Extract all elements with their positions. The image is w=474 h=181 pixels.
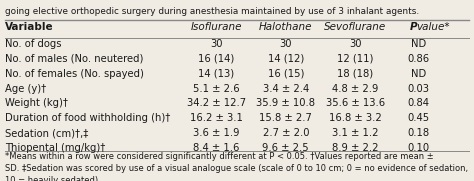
Text: ND: ND [410, 39, 426, 49]
Text: No. of dogs: No. of dogs [5, 39, 61, 49]
Text: 16 (15): 16 (15) [268, 69, 304, 79]
Text: going elective orthopedic surgery during anesthesia maintained by use of 3 inhal: going elective orthopedic surgery during… [5, 7, 419, 16]
Text: value*: value* [416, 22, 450, 32]
Text: Sevoflurane: Sevoflurane [324, 22, 387, 32]
Text: Variable: Variable [5, 22, 54, 32]
Text: No. of females (No. spayed): No. of females (No. spayed) [5, 69, 144, 79]
Text: Thiopental (mg/kg)†: Thiopental (mg/kg)† [5, 143, 105, 153]
Text: Duration of food withholding (h)†: Duration of food withholding (h)† [5, 113, 170, 123]
Text: 16 (14): 16 (14) [198, 54, 234, 64]
Text: 3.6 ± 1.9: 3.6 ± 1.9 [193, 128, 239, 138]
Text: 0.10: 0.10 [407, 143, 429, 153]
Text: 0.86: 0.86 [407, 54, 429, 64]
Text: Isoflurane: Isoflurane [191, 22, 242, 32]
Text: 3.4 ± 2.4: 3.4 ± 2.4 [263, 84, 309, 94]
Text: No. of males (No. neutered): No. of males (No. neutered) [5, 54, 143, 64]
Text: P: P [410, 22, 417, 32]
Text: 16.8 ± 3.2: 16.8 ± 3.2 [329, 113, 382, 123]
Text: 8.4 ± 1.6: 8.4 ± 1.6 [193, 143, 239, 153]
Text: 3.1 ± 1.2: 3.1 ± 1.2 [332, 128, 379, 138]
Text: 30: 30 [210, 39, 222, 49]
Text: 0.03: 0.03 [407, 84, 429, 94]
Text: Sedation (cm)†,‡: Sedation (cm)†,‡ [5, 128, 88, 138]
Text: 12 (11): 12 (11) [337, 54, 374, 64]
Text: 0.84: 0.84 [407, 98, 429, 108]
Text: Halothane: Halothane [259, 22, 312, 32]
Text: 30: 30 [349, 39, 362, 49]
Text: 14 (13): 14 (13) [198, 69, 234, 79]
Text: 2.7 ± 2.0: 2.7 ± 2.0 [263, 128, 309, 138]
Text: 15.8 ± 2.7: 15.8 ± 2.7 [259, 113, 312, 123]
Text: 14 (12): 14 (12) [268, 54, 304, 64]
Text: 10 = heavily sedated).: 10 = heavily sedated). [5, 176, 100, 181]
Text: *Means within a row were considered significantly different at P < 0.05. †Values: *Means within a row were considered sign… [5, 152, 433, 161]
Text: Weight (kg)†: Weight (kg)† [5, 98, 68, 108]
Text: 16.2 ± 3.1: 16.2 ± 3.1 [190, 113, 243, 123]
Text: 8.9 ± 2.2: 8.9 ± 2.2 [332, 143, 379, 153]
Text: Age (y)†: Age (y)† [5, 84, 46, 94]
Text: 9.6 ± 2.5: 9.6 ± 2.5 [263, 143, 309, 153]
Text: 18 (18): 18 (18) [337, 69, 374, 79]
Text: 0.45: 0.45 [407, 113, 429, 123]
Text: 5.1 ± 2.6: 5.1 ± 2.6 [193, 84, 239, 94]
Text: 4.8 ± 2.9: 4.8 ± 2.9 [332, 84, 379, 94]
Text: ND: ND [410, 69, 426, 79]
Text: 35.9 ± 10.8: 35.9 ± 10.8 [256, 98, 315, 108]
Text: 34.2 ± 12.7: 34.2 ± 12.7 [187, 98, 246, 108]
Text: 35.6 ± 13.6: 35.6 ± 13.6 [326, 98, 385, 108]
Text: 0.18: 0.18 [407, 128, 429, 138]
Text: SD. ‡Sedation was scored by use of a visual analogue scale (scale of 0 to 10 cm;: SD. ‡Sedation was scored by use of a vis… [5, 164, 468, 173]
Text: 30: 30 [280, 39, 292, 49]
